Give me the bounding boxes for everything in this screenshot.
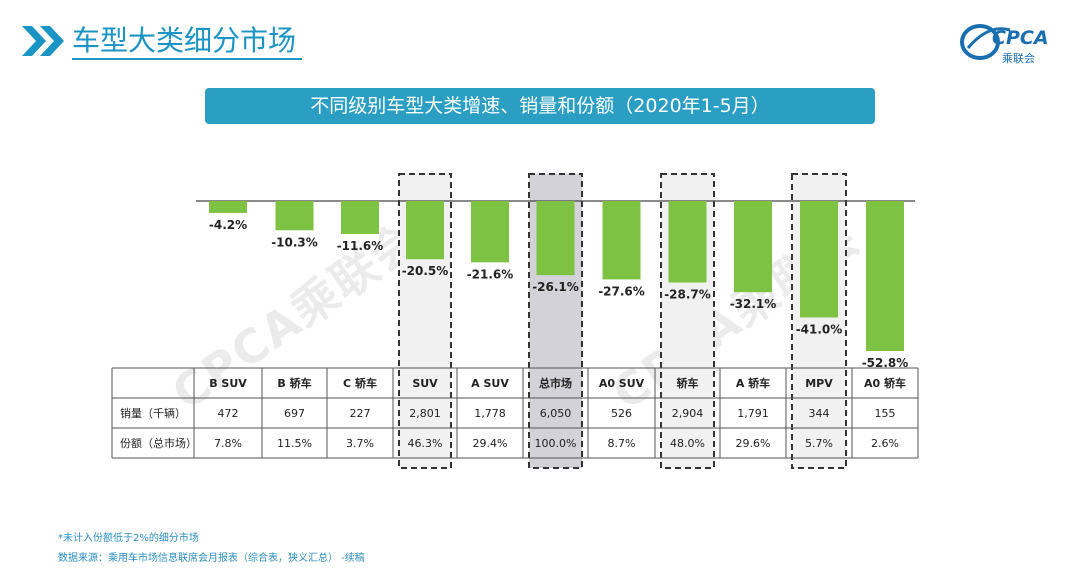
category-label: C 轿车 xyxy=(343,376,377,390)
table-cell: 5.7% xyxy=(805,437,833,450)
table-cell: 29.4% xyxy=(473,437,508,450)
bar-value-label: -10.3% xyxy=(271,235,318,249)
chart-banner: 不同级别车型大类增速、销量和份额（2020年1-5月） xyxy=(205,88,875,124)
bar-value-label: -20.5% xyxy=(402,264,449,278)
source-note: 数据来源：乘用车市场信息联席会月报表（综合表，狭义汇总） -续稿 xyxy=(58,553,365,564)
bar-value-label: -52.8% xyxy=(862,356,909,370)
row-label: 份额（总市场） xyxy=(120,436,197,450)
table-cell: 8.7% xyxy=(608,437,636,450)
category-label: A0 轿车 xyxy=(864,376,906,390)
bar xyxy=(209,201,247,213)
bar xyxy=(602,201,641,280)
bar xyxy=(341,201,379,234)
row-label: 销量（千辆） xyxy=(120,406,186,420)
category-label: MPV xyxy=(805,377,833,390)
table-cell: 7.8% xyxy=(214,437,242,450)
logo-text: CPCA xyxy=(992,27,1049,49)
bar-value-label: -32.1% xyxy=(730,297,777,311)
table-cell: 344 xyxy=(809,407,830,420)
table-cell: 6,050 xyxy=(540,407,572,420)
table-cell: 472 xyxy=(218,407,239,420)
cpca-logo: CPCA 乘联会 xyxy=(960,24,1049,65)
page-title: 车型大类细分市场 xyxy=(72,24,303,60)
bar-value-label: -41.0% xyxy=(796,322,843,336)
category-label: SUV xyxy=(412,377,438,390)
header: 车型大类细分市场 CPCA 乘联会 xyxy=(0,0,1080,70)
table-cell: 100.0% xyxy=(535,437,577,450)
bar xyxy=(471,201,509,263)
table-cell: 2.6% xyxy=(871,437,899,450)
table-cell: 1,778 xyxy=(474,407,506,420)
category-label: A 轿车 xyxy=(736,376,770,390)
bar-value-label: -27.6% xyxy=(598,284,645,298)
category-label: 轿车 xyxy=(677,376,699,390)
bar xyxy=(668,201,707,283)
bar xyxy=(275,201,314,231)
table-cell: 48.0% xyxy=(670,437,705,450)
table-cell: 2,904 xyxy=(672,407,704,420)
category-label: A SUV xyxy=(471,377,509,390)
chevron-double-right-icon xyxy=(22,26,64,56)
footnote: *未计入份额低于2%的细分市场 xyxy=(58,533,199,544)
table-cell: 3.7% xyxy=(346,437,374,450)
category-label: A0 SUV xyxy=(599,377,645,390)
table-cell: 46.3% xyxy=(408,437,443,450)
bar-value-label: -26.1% xyxy=(532,280,579,294)
bar-value-label: -21.6% xyxy=(467,267,514,281)
table-cell: 697 xyxy=(284,407,305,420)
bar-value-label: -4.2% xyxy=(209,218,247,232)
bar xyxy=(406,201,444,260)
table-cell: 155 xyxy=(875,407,896,420)
table-cell: 11.5% xyxy=(277,437,312,450)
table-cell: 2,801 xyxy=(409,407,441,420)
bar xyxy=(800,201,838,318)
bar-value-label: -11.6% xyxy=(337,239,384,253)
table-cell: 1,791 xyxy=(737,407,769,420)
bar-value-label: -28.7% xyxy=(664,288,711,302)
bar xyxy=(866,201,904,351)
logo-sub: 乘联会 xyxy=(1002,52,1035,65)
table-cell: 526 xyxy=(611,407,632,420)
category-label: B SUV xyxy=(209,377,247,390)
table-cell: 227 xyxy=(350,407,371,420)
category-label: 总市场 xyxy=(539,376,572,390)
bar xyxy=(536,201,575,276)
bar xyxy=(734,201,772,293)
category-label: B 轿车 xyxy=(277,376,311,390)
table-cell: 29.6% xyxy=(736,437,771,450)
